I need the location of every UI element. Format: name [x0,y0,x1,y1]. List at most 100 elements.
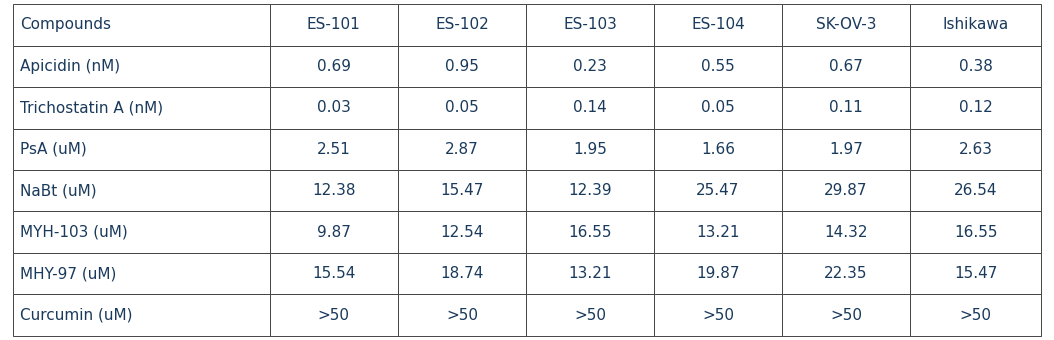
Text: 26.54: 26.54 [954,183,997,198]
Bar [911,87,1041,129]
Bar [398,87,526,129]
Bar [526,170,655,211]
Text: 2.87: 2.87 [445,142,479,157]
Text: 0.55: 0.55 [701,59,735,74]
Bar [655,211,782,253]
Bar [526,294,655,336]
Bar [13,294,270,336]
Bar [782,4,911,46]
Text: Curcumin (uM): Curcumin (uM) [20,308,133,323]
Bar [13,253,270,294]
Text: PsA (uM): PsA (uM) [20,142,86,157]
Bar [270,87,398,129]
Bar [655,129,782,170]
Text: 0.69: 0.69 [317,59,351,74]
Bar [911,170,1041,211]
Text: 0.12: 0.12 [959,100,993,115]
Text: Trichostatin A (nM): Trichostatin A (nM) [20,100,163,115]
Text: ES-101: ES-101 [307,17,360,32]
Bar [655,46,782,87]
Bar [655,170,782,211]
Text: >50: >50 [446,308,477,323]
Text: ES-104: ES-104 [691,17,745,32]
Text: 15.47: 15.47 [441,183,484,198]
Bar [526,253,655,294]
Bar [911,129,1041,170]
Bar [526,129,655,170]
Text: 0.14: 0.14 [573,100,607,115]
Text: >50: >50 [574,308,606,323]
Bar [398,170,526,211]
Text: 16.55: 16.55 [568,225,611,240]
Bar [13,87,270,129]
Text: 13.21: 13.21 [697,225,740,240]
Bar [13,129,270,170]
Text: MYH-103 (uM): MYH-103 (uM) [20,225,128,240]
Bar [782,46,911,87]
Text: 9.87: 9.87 [317,225,351,240]
Text: 2.63: 2.63 [959,142,993,157]
Bar [782,253,911,294]
Text: MHY-97 (uM): MHY-97 (uM) [20,266,116,281]
Text: ES-102: ES-102 [435,17,489,32]
Text: 0.05: 0.05 [701,100,735,115]
Bar [911,46,1041,87]
Bar [782,87,911,129]
Text: SK-OV-3: SK-OV-3 [816,17,876,32]
Text: Ishikawa: Ishikawa [942,17,1009,32]
Bar [13,46,270,87]
Bar [398,253,526,294]
Text: 14.32: 14.32 [824,225,867,240]
Text: 0.38: 0.38 [959,59,993,74]
Bar [270,129,398,170]
Text: 0.03: 0.03 [317,100,351,115]
Text: 19.87: 19.87 [697,266,740,281]
Text: 29.87: 29.87 [824,183,867,198]
Text: 0.05: 0.05 [445,100,479,115]
Bar [782,294,911,336]
Text: 22.35: 22.35 [824,266,867,281]
Bar [911,294,1041,336]
Bar [270,4,398,46]
Text: 0.95: 0.95 [445,59,479,74]
Text: 16.55: 16.55 [954,225,997,240]
Text: 15.54: 15.54 [312,266,355,281]
Bar [782,211,911,253]
Bar [13,170,270,211]
Text: >50: >50 [831,308,862,323]
Bar [398,129,526,170]
Bar [526,87,655,129]
Text: 13.21: 13.21 [568,266,611,281]
Text: 1.95: 1.95 [573,142,607,157]
Bar [270,294,398,336]
Text: 0.67: 0.67 [829,59,863,74]
Bar [911,211,1041,253]
Bar [270,46,398,87]
Bar [782,170,911,211]
Bar [655,294,782,336]
Text: >50: >50 [702,308,734,323]
Text: ES-103: ES-103 [563,17,617,32]
Text: >50: >50 [960,308,992,323]
Text: >50: >50 [318,308,350,323]
Text: 12.39: 12.39 [568,183,611,198]
Bar [526,46,655,87]
Bar [13,4,270,46]
Bar [398,294,526,336]
Text: 15.47: 15.47 [954,266,997,281]
Bar [655,4,782,46]
Text: 1.66: 1.66 [701,142,735,157]
Text: 12.38: 12.38 [312,183,355,198]
Text: 18.74: 18.74 [441,266,484,281]
Bar [526,4,655,46]
Bar [911,4,1041,46]
Bar [270,211,398,253]
Bar [526,211,655,253]
Bar [655,87,782,129]
Text: 2.51: 2.51 [317,142,351,157]
Text: NaBt (uM): NaBt (uM) [20,183,97,198]
Text: 0.23: 0.23 [573,59,607,74]
Bar [13,211,270,253]
Text: Compounds: Compounds [20,17,111,32]
Text: 12.54: 12.54 [441,225,484,240]
